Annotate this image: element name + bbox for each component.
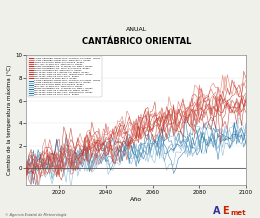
Text: © Agencia Estatal de Meteorología: © Agencia Estatal de Meteorología [5,213,67,217]
Text: A: A [213,206,221,216]
X-axis label: Año: Año [130,197,142,202]
Title: CANTÁBRICO ORIENTAL: CANTÁBRICO ORIENTAL [82,37,191,46]
Text: E: E [222,206,229,216]
Text: ANUAL: ANUAL [126,27,147,32]
Text: met: met [230,210,246,216]
Y-axis label: Cambio de la temperatura máxima (°C): Cambio de la temperatura máxima (°C) [7,65,12,175]
Legend: CNRM-C5RCP85-CNRM-CM5- CLMcom-CCl Maiv1  RCPes, CNRM-C5RCP85-CNRM-CM5- SMHI-RCA4: CNRM-C5RCP85-CNRM-CM5- CLMcom-CCl Maiv1 … [28,56,102,97]
